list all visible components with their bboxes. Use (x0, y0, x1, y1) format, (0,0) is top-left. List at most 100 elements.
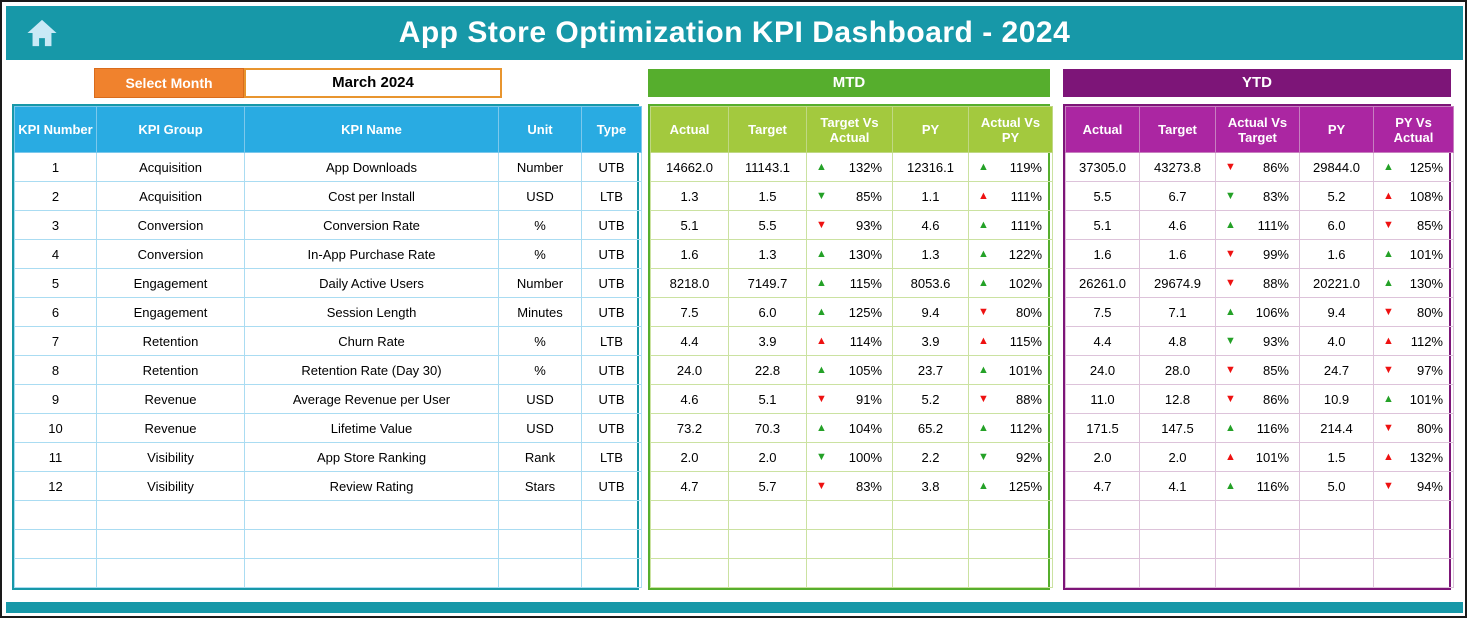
table-row: 4.7 5.7 ▼ 83% 3.8 ▲ 125% (650, 471, 1053, 501)
ytd-header-row: Actual Target Actual Vs Target PY PY Vs … (1065, 106, 1454, 153)
empty-cell (96, 529, 245, 559)
kpi-col-header-name: KPI Name (244, 106, 499, 153)
trend-value: 132% (1409, 449, 1443, 465)
trend-value: 85% (1416, 217, 1443, 233)
kpi-type-cell: UTB (581, 239, 642, 269)
empty-cell (1373, 558, 1454, 588)
table-row: 7.5 6.0 ▲ 125% 9.4 ▼ 80% (650, 297, 1053, 327)
mtd-actual-cell: 8218.0 (650, 268, 729, 298)
mtd-target-vs-actual-cell: ▲ 125% (806, 297, 893, 327)
trend-value: 80% (1015, 304, 1042, 320)
empty-cell (968, 529, 1053, 559)
trend-up-icon: ▲ (1383, 392, 1394, 405)
ytd-target-cell: 147.5 (1139, 413, 1216, 443)
kpi-number-cell: 3 (14, 210, 97, 240)
trend-value: 80% (1416, 304, 1443, 320)
trend-value: 97% (1416, 362, 1443, 378)
ytd-py-cell: 10.9 (1299, 384, 1374, 414)
mtd-target-cell: 7149.7 (728, 268, 807, 298)
trend-up-icon: ▲ (816, 363, 827, 376)
trend-value: 101% (1008, 362, 1042, 378)
trend-value: 122% (1008, 246, 1042, 262)
empty-cell (806, 529, 893, 559)
mtd-actual-vs-py-cell: ▲ 119% (968, 152, 1053, 182)
empty-cell (650, 558, 729, 588)
ytd-py-cell: 20221.0 (1299, 268, 1374, 298)
mtd-actual-cell: 7.5 (650, 297, 729, 327)
ytd-table: Actual Target Actual Vs Target PY PY Vs … (1063, 104, 1454, 590)
ytd-target-cell: 4.1 (1139, 471, 1216, 501)
trend-value: 100% (848, 449, 882, 465)
ytd-col-header-py-vs-actual: PY Vs Actual (1373, 106, 1454, 153)
mtd-target-vs-actual-cell: ▼ 91% (806, 384, 893, 414)
kpi-table: KPI Number KPI Group KPI Name Unit Type … (12, 104, 642, 590)
kpi-number-cell: 12 (14, 471, 97, 501)
kpi-unit-cell: % (498, 210, 582, 240)
ytd-actual-vs-target-cell: ▼ 93% (1215, 326, 1300, 356)
home-icon[interactable] (24, 17, 60, 49)
bottom-bar (6, 602, 1463, 613)
empty-cell (892, 500, 969, 530)
trend-down-icon: ▼ (1383, 479, 1394, 492)
ytd-col-header-actual: Actual (1065, 106, 1140, 153)
empty-cell (498, 500, 582, 530)
kpi-name-cell: Cost per Install (244, 181, 499, 211)
empty-cell (1065, 529, 1140, 559)
trend-up-icon: ▲ (1383, 160, 1394, 173)
kpi-group-cell: Visibility (96, 471, 245, 501)
trend-up-icon: ▲ (978, 218, 989, 231)
kpi-group-cell: Revenue (96, 413, 245, 443)
trend-value: 105% (848, 362, 882, 378)
trend-value: 85% (855, 188, 882, 204)
kpi-type-cell: UTB (581, 210, 642, 240)
kpi-group-cell: Visibility (96, 442, 245, 472)
table-row: 8218.0 7149.7 ▲ 115% 8053.6 ▲ 102% (650, 268, 1053, 298)
trend-value: 104% (848, 420, 882, 436)
ytd-target-cell: 1.6 (1139, 239, 1216, 269)
table-row: 5 Engagement Daily Active Users Number UTB (14, 268, 642, 298)
empty-cell (650, 500, 729, 530)
trend-value: 91% (855, 391, 882, 407)
empty-cell (806, 558, 893, 588)
mtd-actual-vs-py-cell: ▲ 102% (968, 268, 1053, 298)
mtd-col-header-actual: Actual (650, 106, 729, 153)
kpi-name-cell: Churn Rate (244, 326, 499, 356)
empty-cell (968, 500, 1053, 530)
selected-month-field[interactable]: March 2024 (244, 68, 502, 98)
mtd-target-cell: 1.5 (728, 181, 807, 211)
ytd-target-cell: 6.7 (1139, 181, 1216, 211)
ytd-col-header-py: PY (1299, 106, 1374, 153)
ytd-actual-vs-target-cell: ▼ 99% (1215, 239, 1300, 269)
kpi-group-cell: Engagement (96, 268, 245, 298)
empty-cell (1139, 500, 1216, 530)
ytd-actual-cell: 37305.0 (1065, 152, 1140, 182)
mtd-actual-vs-py-cell: ▲ 111% (968, 181, 1053, 211)
ytd-target-cell: 4.6 (1139, 210, 1216, 240)
trend-down-icon: ▼ (1225, 160, 1236, 173)
trend-down-icon: ▼ (1225, 334, 1236, 347)
trend-up-icon: ▲ (1383, 334, 1394, 347)
table-row: 2 Acquisition Cost per Install USD LTB (14, 181, 642, 211)
trend-value: 108% (1409, 188, 1443, 204)
table-row: 3 Conversion Conversion Rate% UTB (14, 210, 642, 240)
ytd-col-header-target: Target (1139, 106, 1216, 153)
mtd-target-vs-actual-cell: ▲ 114% (806, 326, 893, 356)
trend-up-icon: ▲ (1225, 421, 1236, 434)
trend-down-icon: ▼ (816, 479, 827, 492)
mtd-col-header-actual-vs-py: Actual Vs PY (968, 106, 1053, 153)
trend-up-icon: ▲ (978, 421, 989, 434)
select-month-button[interactable]: Select Month (94, 68, 244, 98)
mtd-py-cell: 5.2 (892, 384, 969, 414)
trend-value: 85% (1262, 362, 1289, 378)
ytd-actual-cell: 24.0 (1065, 355, 1140, 385)
ytd-target-cell: 2.0 (1139, 442, 1216, 472)
trend-value: 125% (1008, 478, 1042, 494)
trend-up-icon: ▲ (978, 189, 989, 202)
trend-value: 130% (1409, 275, 1443, 291)
table-row: 1.3 1.5 ▼ 85% 1.1 ▲ 111% (650, 181, 1053, 211)
ytd-target-cell: 7.1 (1139, 297, 1216, 327)
kpi-type-cell: LTB (581, 326, 642, 356)
mtd-target-cell: 1.3 (728, 239, 807, 269)
trend-value: 125% (848, 304, 882, 320)
mtd-actual-vs-py-cell: ▼ 88% (968, 384, 1053, 414)
